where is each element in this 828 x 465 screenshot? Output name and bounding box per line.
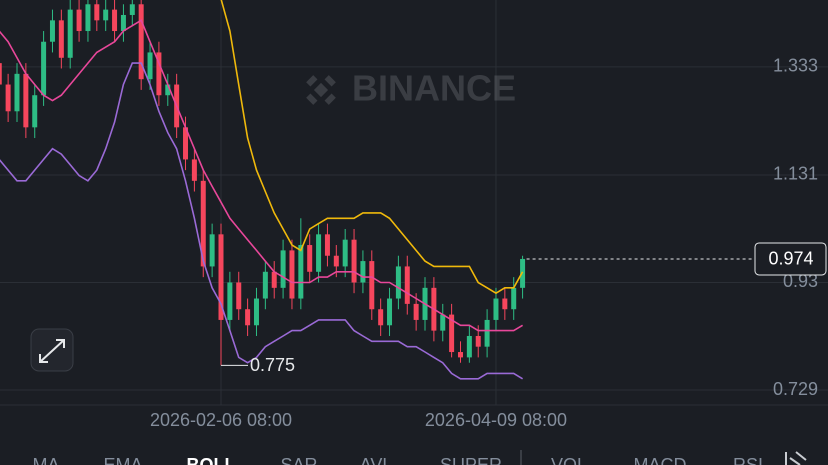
candle-body	[333, 255, 339, 267]
candle-body	[324, 234, 330, 256]
candle-body	[227, 282, 233, 320]
x-tick-label: 2026-02-06 08:00	[150, 410, 292, 430]
candle-body	[449, 314, 455, 353]
candle-body	[369, 261, 375, 310]
candle-body	[413, 303, 419, 320]
candle-body	[351, 239, 357, 283]
candle-body	[245, 309, 251, 326]
plot	[0, 0, 526, 380]
y-tick-label: 0.93	[783, 271, 818, 291]
boll-line	[0, 19, 524, 332]
y-tick-label: 0.729	[773, 379, 818, 399]
candle-body	[94, 4, 100, 21]
indicator-tabs: MA EMA BOLL SAR AVL SUPER VOL MACD RSI	[33, 455, 764, 465]
low-marker-label: 0.775	[250, 355, 295, 375]
candle-body	[262, 271, 268, 299]
candle-body	[298, 245, 304, 299]
indicator-tab[interactable]: SAR	[280, 455, 317, 465]
indicator-tab[interactable]: RSI	[733, 455, 763, 465]
candle-body	[253, 298, 259, 326]
candle-body	[85, 4, 91, 32]
candle-body	[191, 159, 197, 181]
candle-body	[32, 95, 38, 128]
candle-body	[67, 9, 73, 58]
indicator-tab[interactable]: SUPER	[440, 455, 502, 465]
candle-body	[156, 52, 162, 96]
indicator-tab[interactable]: MA	[33, 455, 60, 465]
candle-body	[5, 84, 11, 112]
candle-body	[183, 127, 189, 160]
candle-body	[147, 52, 153, 80]
candle-body	[360, 261, 366, 283]
candle-body	[289, 250, 295, 299]
candle-body	[76, 9, 82, 32]
candle-body	[440, 314, 446, 331]
candle-body	[236, 282, 242, 310]
boll-line	[220, 0, 524, 295]
overlay: 1.333 1.131 0.93 0.729 2026-02-06 08:00 2026-…	[150, 56, 827, 430]
candle-body	[218, 234, 224, 320]
candle-body	[484, 319, 490, 347]
candle-body	[0, 63, 2, 85]
candle-body	[280, 250, 286, 288]
watermark-text: BINANCE	[352, 68, 516, 109]
y-tick-label: 1.333	[773, 56, 818, 76]
indicator-tab[interactable]: BOLL	[187, 455, 236, 465]
candle-body	[378, 309, 384, 326]
candle-body	[165, 84, 171, 96]
candle-body	[502, 298, 508, 310]
candle-body	[342, 239, 348, 267]
x-tick-label: 2026-04-09 08:00	[425, 410, 567, 430]
last-price-label: 0.974	[768, 249, 813, 269]
boll-line	[0, 62, 524, 380]
candle-body	[395, 266, 401, 299]
candle-body	[209, 234, 215, 267]
candle-body	[120, 14, 126, 32]
candle-body	[271, 271, 277, 288]
last-price-box	[754, 242, 827, 276]
candle-body	[112, 9, 118, 32]
candle-body	[14, 73, 20, 112]
expand-button[interactable]	[30, 328, 74, 372]
candle-body	[103, 9, 109, 21]
candle-body	[466, 335, 472, 358]
grid	[0, 0, 828, 406]
candle-body	[138, 4, 144, 80]
indicator-tab[interactable]: VOL	[551, 455, 587, 465]
candle-body	[475, 335, 481, 347]
candle-body	[387, 298, 393, 326]
candle-body	[129, 4, 135, 15]
candle-body	[58, 20, 64, 58]
candle-body	[307, 245, 313, 272]
y-tick-label: 1.131	[773, 164, 818, 184]
candle-body	[316, 234, 322, 272]
settings-icon[interactable]	[785, 451, 807, 465]
candle-body	[511, 287, 517, 310]
indicator-tab[interactable]: EMA	[103, 455, 142, 465]
candle-body	[41, 41, 47, 96]
candle-body	[49, 20, 55, 42]
candle-body	[457, 352, 463, 358]
candle-body	[404, 266, 410, 304]
indicator-tab[interactable]: MACD	[634, 455, 687, 465]
candle-body	[23, 73, 29, 128]
candle-body	[493, 298, 499, 320]
indicator-tab[interactable]: AVL	[360, 455, 393, 465]
candle-body	[200, 180, 206, 267]
watermark: BINANCE	[306, 68, 516, 109]
